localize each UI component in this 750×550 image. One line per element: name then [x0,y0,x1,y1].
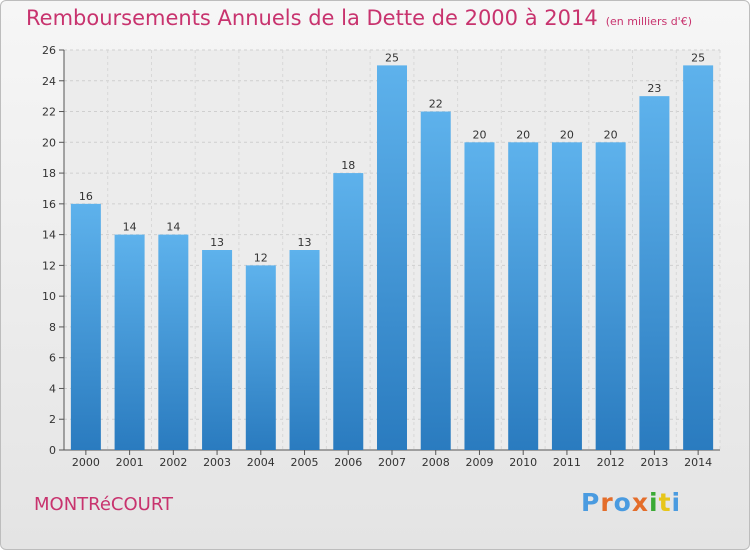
labels: 16 2000 14 2001 14 2002 13 2003 12 2004 13 2005 18 20… [72,51,712,469]
bar [377,65,407,450]
x-tick-label: 2004 [247,456,275,469]
bar [114,234,145,450]
bar-value-label: 14 [166,221,180,234]
bar-value-label: 18 [341,159,355,172]
chart-unit: (en milliers d'€) [605,15,692,28]
y-tick-label: 12 [42,259,56,272]
bar [333,173,364,451]
bar [595,142,626,451]
proxiti-logo[interactable]: Proxiti [581,488,681,517]
x-tick-label: 2010 [509,456,537,469]
bar [639,96,670,451]
x-tick-label: 2002 [159,456,187,469]
bar [420,111,451,451]
bar [70,203,101,450]
bar-value-label: 20 [472,128,486,141]
x-tick-label: 2013 [640,456,668,469]
bar-value-label: 13 [210,236,224,249]
logo-letter: o [613,488,632,517]
bar [683,65,714,450]
x-tick-label: 2005 [291,456,319,469]
y-tick-label: 26 [42,44,56,57]
chart-title-text: Remboursements Annuels de la Dette de 20… [26,6,598,30]
logo-letter: i [649,488,659,517]
x-tick-label: 2008 [422,456,450,469]
bar [508,142,539,451]
bar-value-label: 22 [429,98,443,111]
y-tick-label: 14 [42,229,56,242]
x-tick-label: 2000 [72,456,100,469]
x-tick-label: 2001 [116,456,144,469]
x-tick-label: 2006 [334,456,362,469]
bar-value-label: 25 [385,51,399,64]
bar [551,142,582,451]
bar-value-label: 13 [298,236,312,249]
bar-value-label: 16 [79,190,93,203]
y-tick-label: 6 [49,352,56,365]
bar [245,265,276,450]
bar-value-label: 20 [604,128,618,141]
bar-value-label: 14 [123,221,137,234]
logo-letter: t [658,488,672,517]
bar-value-label: 20 [516,128,530,141]
x-tick-label: 2007 [378,456,406,469]
y-tick-label: 2 [49,413,56,426]
y-tick-label: 10 [42,290,56,303]
bars [70,65,714,451]
x-tick-label: 2011 [553,456,581,469]
bar-value-label: 12 [254,251,268,264]
logo-letter: i [671,488,682,517]
x-tick-label: 2009 [465,456,493,469]
bar [158,234,189,450]
y-tick-label: 22 [42,106,56,119]
bar [289,250,320,450]
bar-value-label: 20 [560,128,574,141]
y-tick-label: 16 [42,198,56,211]
bar-value-label: 25 [691,51,705,64]
x-tick-label: 2012 [597,456,625,469]
x-tick-label: 2003 [203,456,231,469]
y-tick-label: 8 [49,321,56,334]
y-tick-label: 20 [42,136,56,149]
y-tick-label: 24 [42,75,56,88]
logo-letter: r [600,488,614,517]
logo-letter: P [581,488,601,517]
y-tick-label: 0 [49,444,56,457]
chart-title: Remboursements Annuels de la Dette de 20… [26,6,692,30]
x-tick-label: 2014 [684,456,712,469]
bar [202,250,233,450]
bar [464,142,495,451]
commune-name: MONTRéCOURT [34,494,174,515]
y-tick-label: 4 [49,382,56,395]
logo-letter: x [631,488,649,517]
y-tick-label: 18 [42,167,56,180]
bar-value-label: 23 [647,82,661,95]
